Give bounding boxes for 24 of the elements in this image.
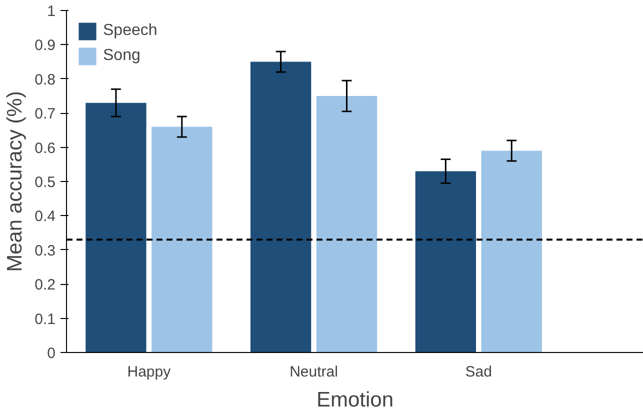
bar (415, 171, 476, 352)
x-axis-title: Emotion (316, 388, 394, 412)
legend-label: Song (103, 47, 140, 65)
y-tick-label: 0.6 (34, 140, 56, 157)
x-tick-label: Neutral (290, 364, 338, 380)
bar (481, 150, 542, 352)
legend-label: Speech (103, 22, 158, 40)
y-axis-title: Mean accuracy (%) (4, 91, 27, 272)
y-tick-label: 0.7 (34, 106, 56, 123)
x-tick-label: Sad (465, 364, 492, 380)
y-tick-label: 0.3 (34, 242, 56, 260)
y-tick-label: 0.9 (34, 37, 56, 54)
bar (316, 96, 378, 352)
bar (250, 62, 312, 352)
y-tick-label: 0.2 (34, 276, 56, 294)
y-tick-label: 1 (47, 3, 56, 20)
x-tick-label: Happy (127, 364, 172, 380)
y-tick-label: 0.8 (34, 71, 56, 88)
y-tick-label: 0.1 (34, 310, 56, 328)
bar (86, 102, 146, 352)
y-tick-label: 0.4 (34, 208, 56, 226)
bar (152, 126, 212, 352)
y-tick-label: 0 (47, 345, 56, 362)
y-tick-label: 0.5 (34, 174, 56, 191)
